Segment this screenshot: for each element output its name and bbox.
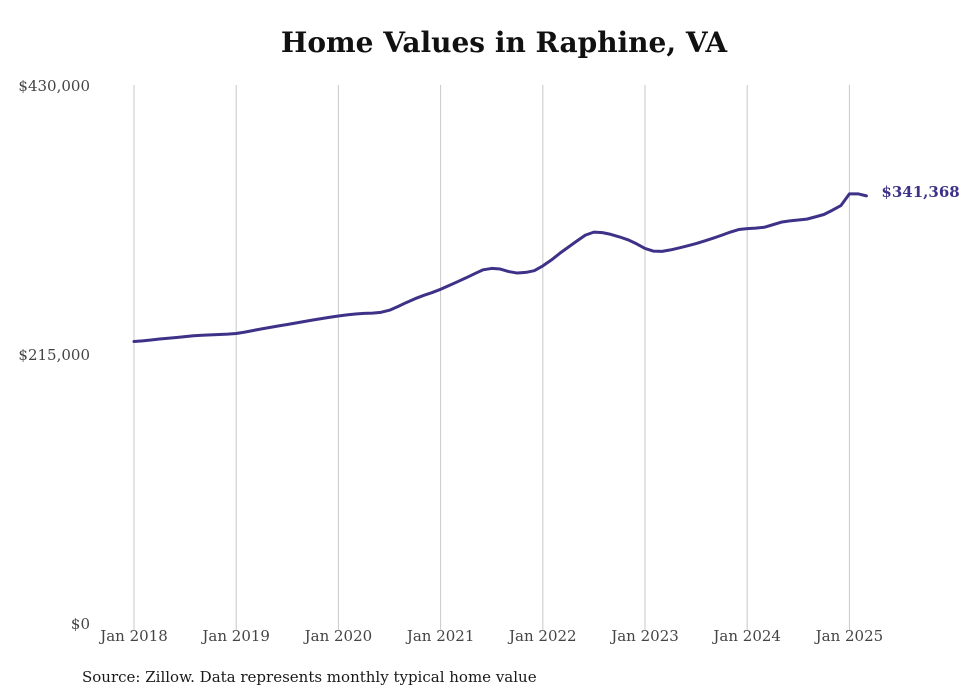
series-line xyxy=(132,192,868,343)
series-layer xyxy=(132,192,868,343)
y-tick-label: $215,000 xyxy=(18,346,90,364)
line-chart: $0$215,000$430,000 Jan 2018 Jan 2019 Jan 2… xyxy=(18,77,959,645)
x-tick-label: Jan 2019 xyxy=(200,627,270,645)
x-tick-label: Jan 2024 xyxy=(711,627,781,645)
x-tick-label: Jan 2025 xyxy=(814,627,884,645)
source-note: Source: Zillow. Data represents monthly … xyxy=(82,668,537,686)
end-label-layer: $341,368 xyxy=(881,183,959,201)
grid-lines xyxy=(133,85,850,630)
y-tick-label: $430,000 xyxy=(18,77,90,95)
x-tick-label: Jan 2018 xyxy=(98,627,168,645)
x-tick-label: Jan 2021 xyxy=(405,627,475,645)
x-tick-label: Jan 2020 xyxy=(303,627,373,645)
chart-title: Home Values in Raphine, VA xyxy=(280,26,728,59)
x-axis-tick-labels: Jan 2018 Jan 2019 Jan 2020 Jan 2021 Jan 2022… xyxy=(98,627,883,645)
y-tick-label: $0 xyxy=(71,615,90,633)
x-tick-label: Jan 2023 xyxy=(609,627,679,645)
y-axis-tick-labels: $0 $215,000 $430,000 xyxy=(18,77,90,633)
x-tick-label: Jan 2022 xyxy=(507,627,577,645)
end-value-label: $341,368 xyxy=(881,183,959,201)
